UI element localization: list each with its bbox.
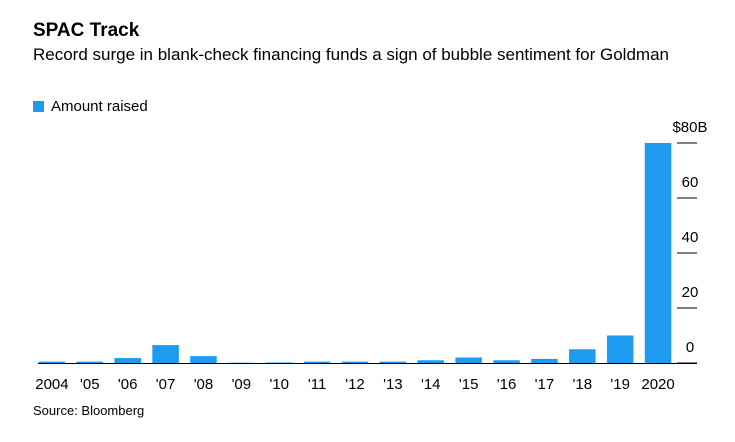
bar: [152, 345, 179, 363]
y-tick-label: 0: [686, 339, 694, 356]
x-tick-label: '07: [156, 376, 176, 393]
bar: [341, 361, 369, 363]
x-tick-label: 2020: [641, 376, 674, 393]
x-tick-label: '16: [497, 376, 517, 393]
y-tick-label: 20: [682, 284, 699, 301]
x-tick-label: '06: [118, 376, 138, 393]
legend-label: Amount raised: [51, 98, 148, 115]
bar: [38, 361, 66, 363]
legend-swatch: [33, 101, 44, 112]
x-tick-label: '09: [232, 376, 252, 393]
bar: [303, 361, 331, 363]
bar: [569, 349, 596, 363]
x-tick-label: '19: [610, 376, 630, 393]
bar: [379, 361, 407, 363]
x-tick-label: '14: [421, 376, 441, 393]
x-tick-label: '11: [308, 376, 326, 393]
source: Source: Bloomberg: [33, 403, 145, 418]
bar: [606, 335, 634, 363]
legend: Amount raised: [33, 98, 148, 115]
x-tick-label: '18: [573, 376, 593, 393]
bar: [455, 357, 482, 363]
bar: [417, 360, 445, 363]
x-tick-label: '13: [383, 376, 403, 393]
bar: [265, 362, 293, 364]
x-tick-label: 2004: [35, 376, 68, 393]
bar: [76, 361, 104, 363]
bar: [531, 358, 558, 363]
x-tick-label: '08: [194, 376, 214, 393]
x-tick-label: '12: [345, 376, 365, 393]
bar: [190, 356, 217, 363]
chart-title: SPAC Track: [33, 20, 140, 41]
x-tick-label: '15: [459, 376, 479, 393]
bar: [644, 143, 672, 363]
x-tick-label: '05: [80, 376, 100, 393]
x-tick-label: '10: [269, 376, 289, 393]
bar: [114, 358, 141, 363]
x-tick-label: '17: [535, 376, 555, 393]
y-tick-label: 40: [682, 229, 699, 246]
chart-subtitle: Record surge in blank-check financing fu…: [33, 45, 669, 64]
y-tick-label: 60: [682, 174, 699, 191]
bar: [493, 360, 520, 363]
y-tick-label: $80B: [672, 119, 707, 136]
